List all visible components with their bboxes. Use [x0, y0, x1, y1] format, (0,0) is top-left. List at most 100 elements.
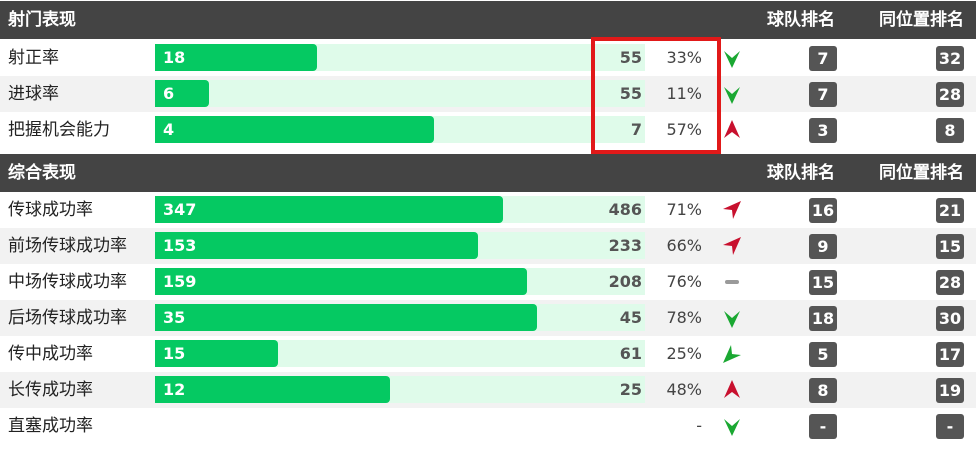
stat-value: 12 — [163, 380, 186, 399]
trend-icon — [724, 419, 740, 436]
stat-bar: 347 — [155, 196, 645, 223]
stat-row: 后场传球成功率 35 45 78% 18 30 — [0, 300, 976, 336]
stat-row: 前场传球成功率 153 233 66% 9 15 — [0, 228, 976, 264]
stat-value: 35 — [163, 308, 186, 327]
stat-total: 486 — [608, 200, 642, 219]
team-rank-badge: 3 — [809, 118, 837, 143]
trend-icon — [723, 237, 741, 255]
stat-percent: 57% — [666, 120, 702, 139]
highlight-box — [591, 37, 721, 154]
stat-value: 15 — [163, 344, 186, 363]
stat-label: 中场传球成功率 — [8, 272, 127, 292]
trend-icon — [724, 51, 740, 68]
trend-icon — [723, 201, 741, 219]
stat-percent: 76% — [666, 272, 702, 291]
section-title: 射门表现 — [8, 10, 76, 30]
stat-label: 后场传球成功率 — [8, 308, 127, 328]
stat-bar-fill: 159 — [155, 268, 528, 295]
stat-row: 长传成功率 12 25 48% 8 19 — [0, 372, 976, 408]
stat-total: 7 — [630, 120, 642, 139]
stat-bar-fill: 15 — [155, 340, 278, 367]
team-rank-badge: 18 — [809, 306, 837, 331]
stat-bar: 15 — [155, 340, 645, 367]
team-rank-badge: 7 — [809, 46, 837, 71]
stat-value: 159 — [163, 272, 197, 291]
stat-value: 18 — [163, 48, 186, 67]
stat-label: 进球率 — [8, 84, 59, 104]
trend-icon — [724, 120, 740, 138]
team-rank-badge: 9 — [809, 234, 837, 259]
stat-label: 把握机会能力 — [8, 120, 110, 140]
column-header-position-rank: 同位置排名 — [879, 163, 964, 183]
stat-label: 传中成功率 — [8, 344, 93, 364]
stat-total: 55 — [619, 84, 642, 103]
stat-percent: 66% — [666, 236, 702, 255]
stat-value: 4 — [163, 120, 175, 139]
column-header-team-rank: 球队排名 — [767, 10, 835, 30]
position-rank-badge: 32 — [936, 46, 964, 71]
stat-row: 进球率 6 55 11% 7 28 — [0, 76, 976, 112]
position-rank-badge: 19 — [936, 378, 964, 403]
stat-bar-fill: 6 — [155, 80, 209, 107]
trend-icon — [723, 345, 741, 363]
team-rank-badge: 15 — [809, 270, 837, 295]
trend-icon — [725, 280, 739, 284]
stat-total: 208 — [608, 272, 642, 291]
stat-bar: 4 — [155, 116, 645, 143]
stat-bar: 12 — [155, 376, 645, 403]
position-rank-badge: 17 — [936, 342, 964, 367]
stat-bar-fill: 153 — [155, 232, 479, 259]
stat-row: 把握机会能力 4 7 57% 3 8 — [0, 112, 976, 148]
stat-bar: 6 — [155, 80, 645, 107]
stat-bar: 153 — [155, 232, 645, 259]
stat-percent: 78% — [666, 308, 702, 327]
stat-label: 射正率 — [8, 48, 59, 68]
stat-total: 45 — [619, 308, 642, 327]
position-rank-badge: 21 — [936, 198, 964, 223]
stat-label: 长传成功率 — [8, 380, 93, 400]
position-rank-badge: - — [936, 414, 964, 439]
position-rank-badge: 30 — [936, 306, 964, 331]
stat-row: 中场传球成功率 159 208 76% 15 28 — [0, 264, 976, 300]
stat-bar-fill: 18 — [155, 44, 317, 71]
stat-row: 传中成功率 15 61 25% 5 17 — [0, 336, 976, 372]
position-rank-badge: 28 — [936, 270, 964, 295]
stat-bar-fill: 4 — [155, 116, 435, 143]
team-rank-badge: 8 — [809, 378, 837, 403]
stat-value: 6 — [163, 84, 175, 103]
stat-bar: 35 — [155, 304, 645, 331]
stat-bar-fill: 35 — [155, 304, 538, 331]
stat-bar: 18 — [155, 44, 645, 71]
team-rank-badge: 5 — [809, 342, 837, 367]
stat-percent: - — [696, 416, 702, 435]
stat-label: 直塞成功率 — [8, 416, 93, 436]
position-rank-badge: 15 — [936, 234, 964, 259]
stat-value: 153 — [163, 236, 197, 255]
stat-bar-fill: 347 — [155, 196, 503, 223]
stat-value: 347 — [163, 200, 197, 219]
stat-total: 233 — [608, 236, 642, 255]
trend-icon — [724, 380, 740, 398]
stat-label: 传球成功率 — [8, 200, 93, 220]
stat-percent: 71% — [666, 200, 702, 219]
stat-bar-fill: 12 — [155, 376, 391, 403]
stat-total: 25 — [619, 380, 642, 399]
position-rank-badge: 28 — [936, 82, 964, 107]
team-rank-badge: 7 — [809, 82, 837, 107]
stat-percent: 25% — [666, 344, 702, 363]
column-header-team-rank: 球队排名 — [767, 163, 835, 183]
stat-bar: 159 — [155, 268, 645, 295]
team-rank-badge: - — [809, 414, 837, 439]
section-header-shooting: 射门表现 球队排名 同位置排名 — [0, 1, 976, 39]
stat-total: 55 — [619, 48, 642, 67]
stat-row: 射正率 18 55 33% 7 32 — [0, 40, 976, 76]
stat-row: 传球成功率 347 486 71% 16 21 — [0, 192, 976, 228]
stat-label: 前场传球成功率 — [8, 236, 127, 256]
team-rank-badge: 16 — [809, 198, 837, 223]
position-rank-badge: 8 — [936, 118, 964, 143]
section-title: 综合表现 — [8, 163, 76, 183]
stat-percent: 48% — [666, 380, 702, 399]
section-header-overall: 综合表现 球队排名 同位置排名 — [0, 154, 976, 192]
trend-icon — [724, 87, 740, 104]
column-header-position-rank: 同位置排名 — [879, 10, 964, 30]
